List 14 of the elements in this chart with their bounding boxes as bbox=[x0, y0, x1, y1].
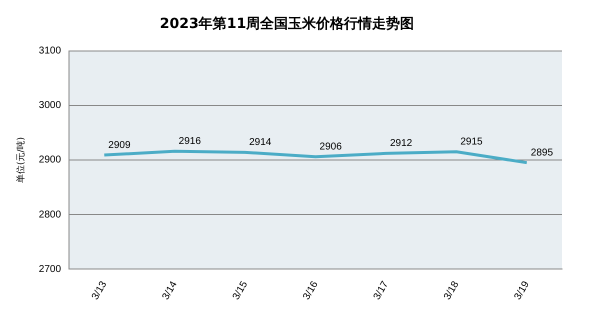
y-tick-label: 2900 bbox=[38, 154, 62, 166]
data-label: 2909 bbox=[108, 140, 131, 151]
chart-title: 2023年第11周全国玉米价格行情走势图 bbox=[160, 16, 414, 32]
data-label: 2914 bbox=[249, 137, 272, 148]
data-label: 2915 bbox=[460, 136, 484, 148]
y-tick-label: 2700 bbox=[38, 264, 62, 275]
data-label: 2895 bbox=[530, 147, 554, 158]
y-tick-label: 3100 bbox=[38, 46, 62, 57]
data-label: 2912 bbox=[390, 138, 413, 150]
y-tick-label: 3000 bbox=[38, 100, 62, 112]
y-axis-title: 单位(元/吨) bbox=[16, 136, 27, 184]
data-label: 2906 bbox=[320, 141, 342, 152]
data-label: 2916 bbox=[178, 136, 202, 147]
y-tick-label: 2800 bbox=[38, 209, 62, 220]
